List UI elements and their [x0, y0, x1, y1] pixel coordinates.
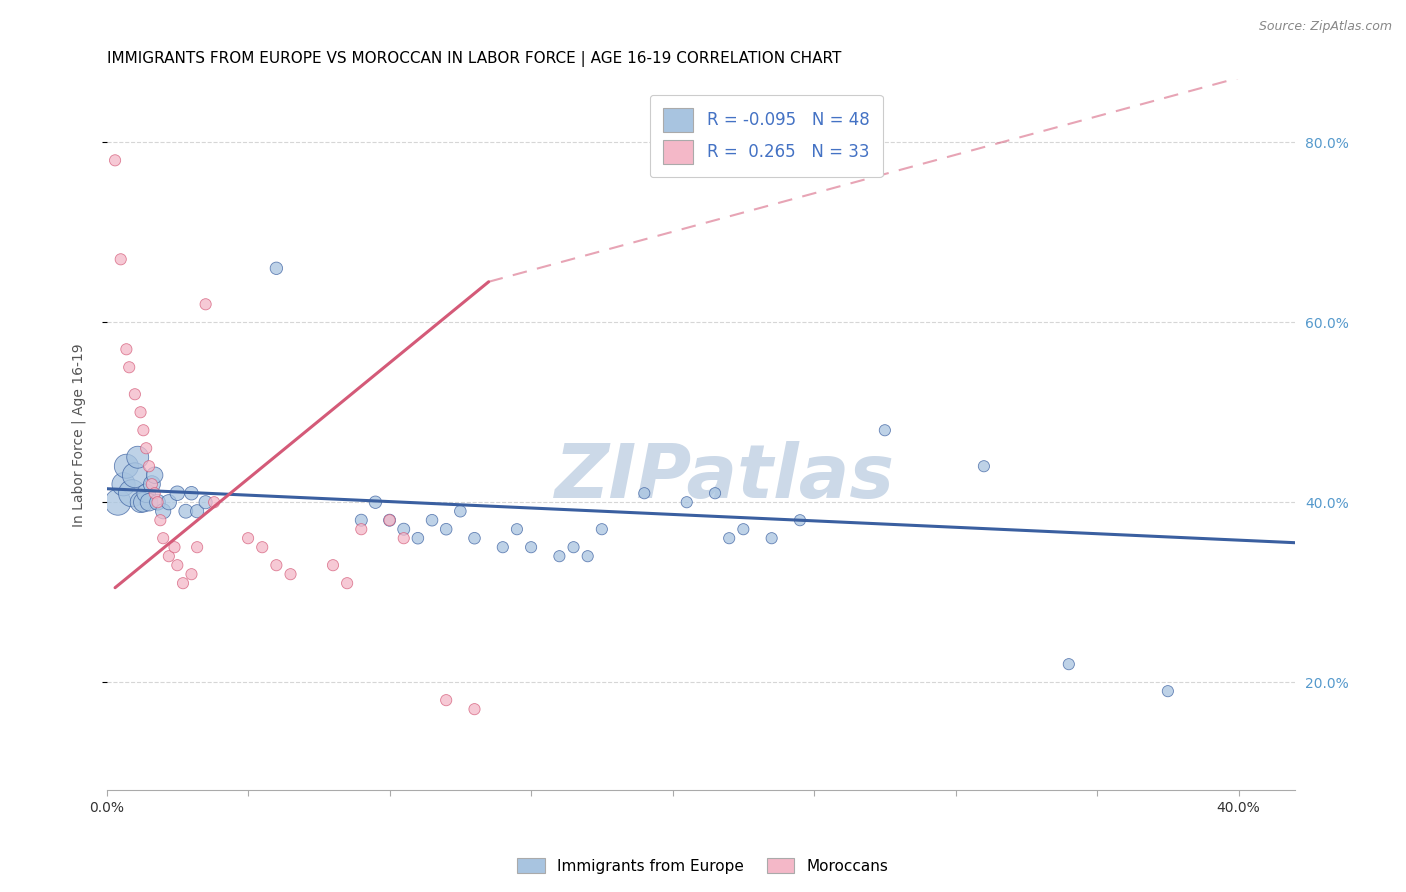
- Text: IMMIGRANTS FROM EUROPE VS MOROCCAN IN LABOR FORCE | AGE 16-19 CORRELATION CHART: IMMIGRANTS FROM EUROPE VS MOROCCAN IN LA…: [107, 51, 841, 67]
- Point: [492, 540, 515, 554]
- Point: [378, 513, 401, 527]
- Point: [163, 540, 186, 554]
- Point: [336, 576, 359, 591]
- Point: [463, 531, 485, 545]
- Point: [322, 558, 344, 573]
- Point: [172, 576, 194, 591]
- Point: [152, 504, 174, 518]
- Point: [562, 540, 585, 554]
- Point: [378, 513, 401, 527]
- Point: [157, 549, 180, 564]
- Point: [141, 477, 163, 491]
- Point: [406, 531, 429, 545]
- Point: [149, 513, 172, 527]
- Point: [675, 495, 697, 509]
- Point: [186, 504, 208, 518]
- Point: [266, 558, 288, 573]
- Point: [180, 567, 202, 582]
- Point: [152, 531, 174, 545]
- Point: [506, 522, 529, 536]
- Point: [449, 504, 471, 518]
- Point: [110, 252, 132, 267]
- Point: [104, 153, 127, 168]
- Point: [127, 450, 149, 465]
- Point: [392, 522, 415, 536]
- Point: [180, 486, 202, 500]
- Point: [463, 702, 485, 716]
- Point: [873, 423, 896, 437]
- Point: [124, 468, 146, 483]
- Point: [138, 459, 160, 474]
- Point: [548, 549, 571, 564]
- Point: [434, 522, 457, 536]
- Point: [124, 387, 146, 401]
- Point: [1157, 684, 1180, 698]
- Point: [194, 495, 217, 509]
- Point: [146, 495, 169, 509]
- Point: [141, 477, 163, 491]
- Point: [118, 360, 141, 375]
- Point: [143, 468, 166, 483]
- Point: [146, 495, 169, 509]
- Point: [420, 513, 443, 527]
- Point: [350, 513, 373, 527]
- Point: [194, 297, 217, 311]
- Point: [434, 693, 457, 707]
- Point: [973, 459, 995, 474]
- Y-axis label: In Labor Force | Age 16-19: In Labor Force | Age 16-19: [72, 343, 86, 526]
- Point: [266, 261, 288, 276]
- Point: [121, 486, 143, 500]
- Point: [157, 495, 180, 509]
- Point: [138, 495, 160, 509]
- Point: [280, 567, 302, 582]
- Point: [789, 513, 811, 527]
- Point: [633, 486, 655, 500]
- Point: [186, 540, 208, 554]
- Point: [115, 343, 138, 357]
- Point: [350, 522, 373, 536]
- Point: [132, 495, 155, 509]
- Point: [143, 486, 166, 500]
- Point: [174, 504, 197, 518]
- Point: [166, 558, 188, 573]
- Point: [135, 486, 157, 500]
- Point: [202, 495, 225, 509]
- Point: [252, 540, 274, 554]
- Point: [129, 495, 152, 509]
- Point: [704, 486, 727, 500]
- Point: [236, 531, 259, 545]
- Point: [733, 522, 755, 536]
- Point: [129, 405, 152, 419]
- Point: [591, 522, 613, 536]
- Text: Source: ZipAtlas.com: Source: ZipAtlas.com: [1258, 20, 1392, 33]
- Point: [107, 495, 129, 509]
- Point: [761, 531, 783, 545]
- Point: [135, 442, 157, 456]
- Point: [166, 486, 188, 500]
- Point: [392, 531, 415, 545]
- Point: [364, 495, 387, 509]
- Text: ZIPatlas: ZIPatlas: [555, 441, 894, 514]
- Legend: Immigrants from Europe, Moroccans: Immigrants from Europe, Moroccans: [512, 852, 894, 880]
- Point: [576, 549, 599, 564]
- Point: [112, 477, 135, 491]
- Legend: R = -0.095   N = 48, R =  0.265   N = 33: R = -0.095 N = 48, R = 0.265 N = 33: [650, 95, 883, 177]
- Point: [520, 540, 543, 554]
- Point: [115, 459, 138, 474]
- Point: [132, 423, 155, 437]
- Point: [1057, 657, 1080, 672]
- Point: [718, 531, 741, 545]
